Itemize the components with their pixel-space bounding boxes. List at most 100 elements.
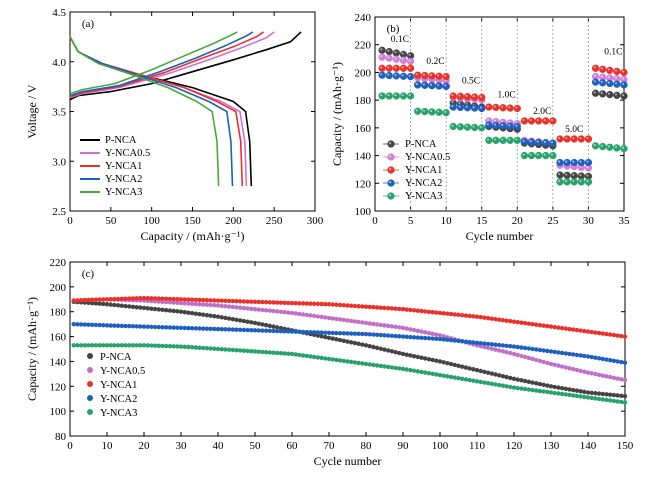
series-line-y-nca0-5-discharge: [69, 36, 248, 187]
point-highlight: [622, 93, 625, 97]
data-point: [567, 387, 572, 392]
data-point: [430, 310, 435, 315]
data-point: [215, 298, 221, 303]
data-point: [93, 301, 99, 306]
data-point: [175, 296, 180, 302]
point-highlight: [444, 84, 447, 87]
data-point: [574, 327, 580, 333]
data-point: [430, 331, 435, 337]
point-highlight: [387, 49, 390, 52]
data-point: [584, 135, 593, 143]
point-highlight: [565, 173, 568, 176]
data-point: [212, 298, 217, 303]
data-point: [411, 368, 417, 373]
point-highlight: [422, 109, 425, 112]
y-tick-label: 240: [355, 12, 372, 24]
legend-entry: Y-NCA2: [105, 174, 142, 185]
data-point: [138, 324, 143, 329]
data-point: [467, 377, 472, 383]
data-point: [606, 90, 614, 99]
data-point: [537, 388, 543, 394]
data-point: [406, 72, 415, 81]
data-point: [613, 91, 621, 99]
point-highlight: [472, 95, 475, 98]
data-point: [130, 324, 136, 329]
data-point: [430, 357, 435, 363]
data-point: [97, 297, 102, 302]
data-point: [556, 391, 561, 396]
x-tick-label: 60: [287, 440, 299, 452]
data-point: [619, 399, 624, 405]
data-point: [238, 327, 243, 333]
point-highlight: [543, 118, 546, 122]
data-point: [278, 329, 284, 334]
data-point: [178, 325, 184, 331]
data-point: [563, 365, 568, 370]
data-point: [482, 341, 487, 346]
data-point: [622, 400, 628, 405]
point-highlight: [593, 80, 596, 83]
data-point: [542, 117, 550, 125]
data-point: [297, 329, 302, 335]
data-point: [556, 178, 564, 186]
data-point: [504, 318, 509, 323]
data-point: [608, 332, 613, 337]
series-line-p-nca-discharge: [69, 36, 253, 187]
data-point: [152, 296, 158, 301]
data-point: [337, 337, 343, 343]
data-point: [423, 370, 428, 375]
data-point: [500, 349, 506, 354]
data-point: [404, 307, 409, 312]
data-point: [345, 318, 350, 323]
data-point: [559, 325, 565, 331]
data-point: [204, 297, 210, 303]
data-point: [201, 345, 206, 351]
data-point: [352, 319, 358, 324]
data-point: [175, 344, 180, 349]
point-highlight: [557, 179, 561, 183]
data-point: [596, 391, 602, 396]
data-point: [230, 327, 235, 332]
data-point: [489, 316, 494, 321]
data-point: [530, 380, 535, 385]
data-point: [619, 359, 624, 365]
data-point: [392, 64, 400, 72]
data-point: [397, 325, 402, 330]
data-point: [500, 374, 506, 379]
data-point: [397, 306, 402, 312]
x-tick-label: 90: [398, 440, 410, 452]
data-point: [249, 320, 254, 325]
data-point: [545, 383, 550, 388]
data-point: [385, 71, 393, 80]
data-point: [570, 135, 578, 143]
data-point: [414, 107, 422, 115]
data-point: [428, 81, 436, 90]
data-point: [234, 348, 239, 353]
data-point: [223, 315, 228, 321]
data-point: [149, 306, 154, 311]
data-point: [437, 333, 443, 338]
point-highlight: [579, 160, 582, 163]
data-point: [548, 384, 554, 389]
data-point: [127, 343, 132, 348]
data-point: [497, 373, 502, 378]
data-point: [589, 371, 594, 376]
data-point: [406, 64, 415, 72]
data-point: [504, 343, 509, 348]
data-point: [400, 351, 406, 357]
data-point: [278, 351, 284, 356]
data-point: [334, 357, 339, 363]
data-point: [197, 302, 202, 307]
point-highlight: [422, 83, 425, 86]
point-highlight: [572, 173, 575, 176]
data-point: [470, 123, 479, 132]
data-point: [352, 360, 358, 365]
data-point: [189, 326, 195, 331]
data-point: [577, 158, 585, 167]
data-point: [201, 302, 206, 307]
data-point: [456, 376, 461, 381]
data-point: [622, 394, 628, 399]
data-point: [241, 299, 247, 304]
data-point: [189, 345, 195, 350]
data-point: [182, 344, 187, 349]
